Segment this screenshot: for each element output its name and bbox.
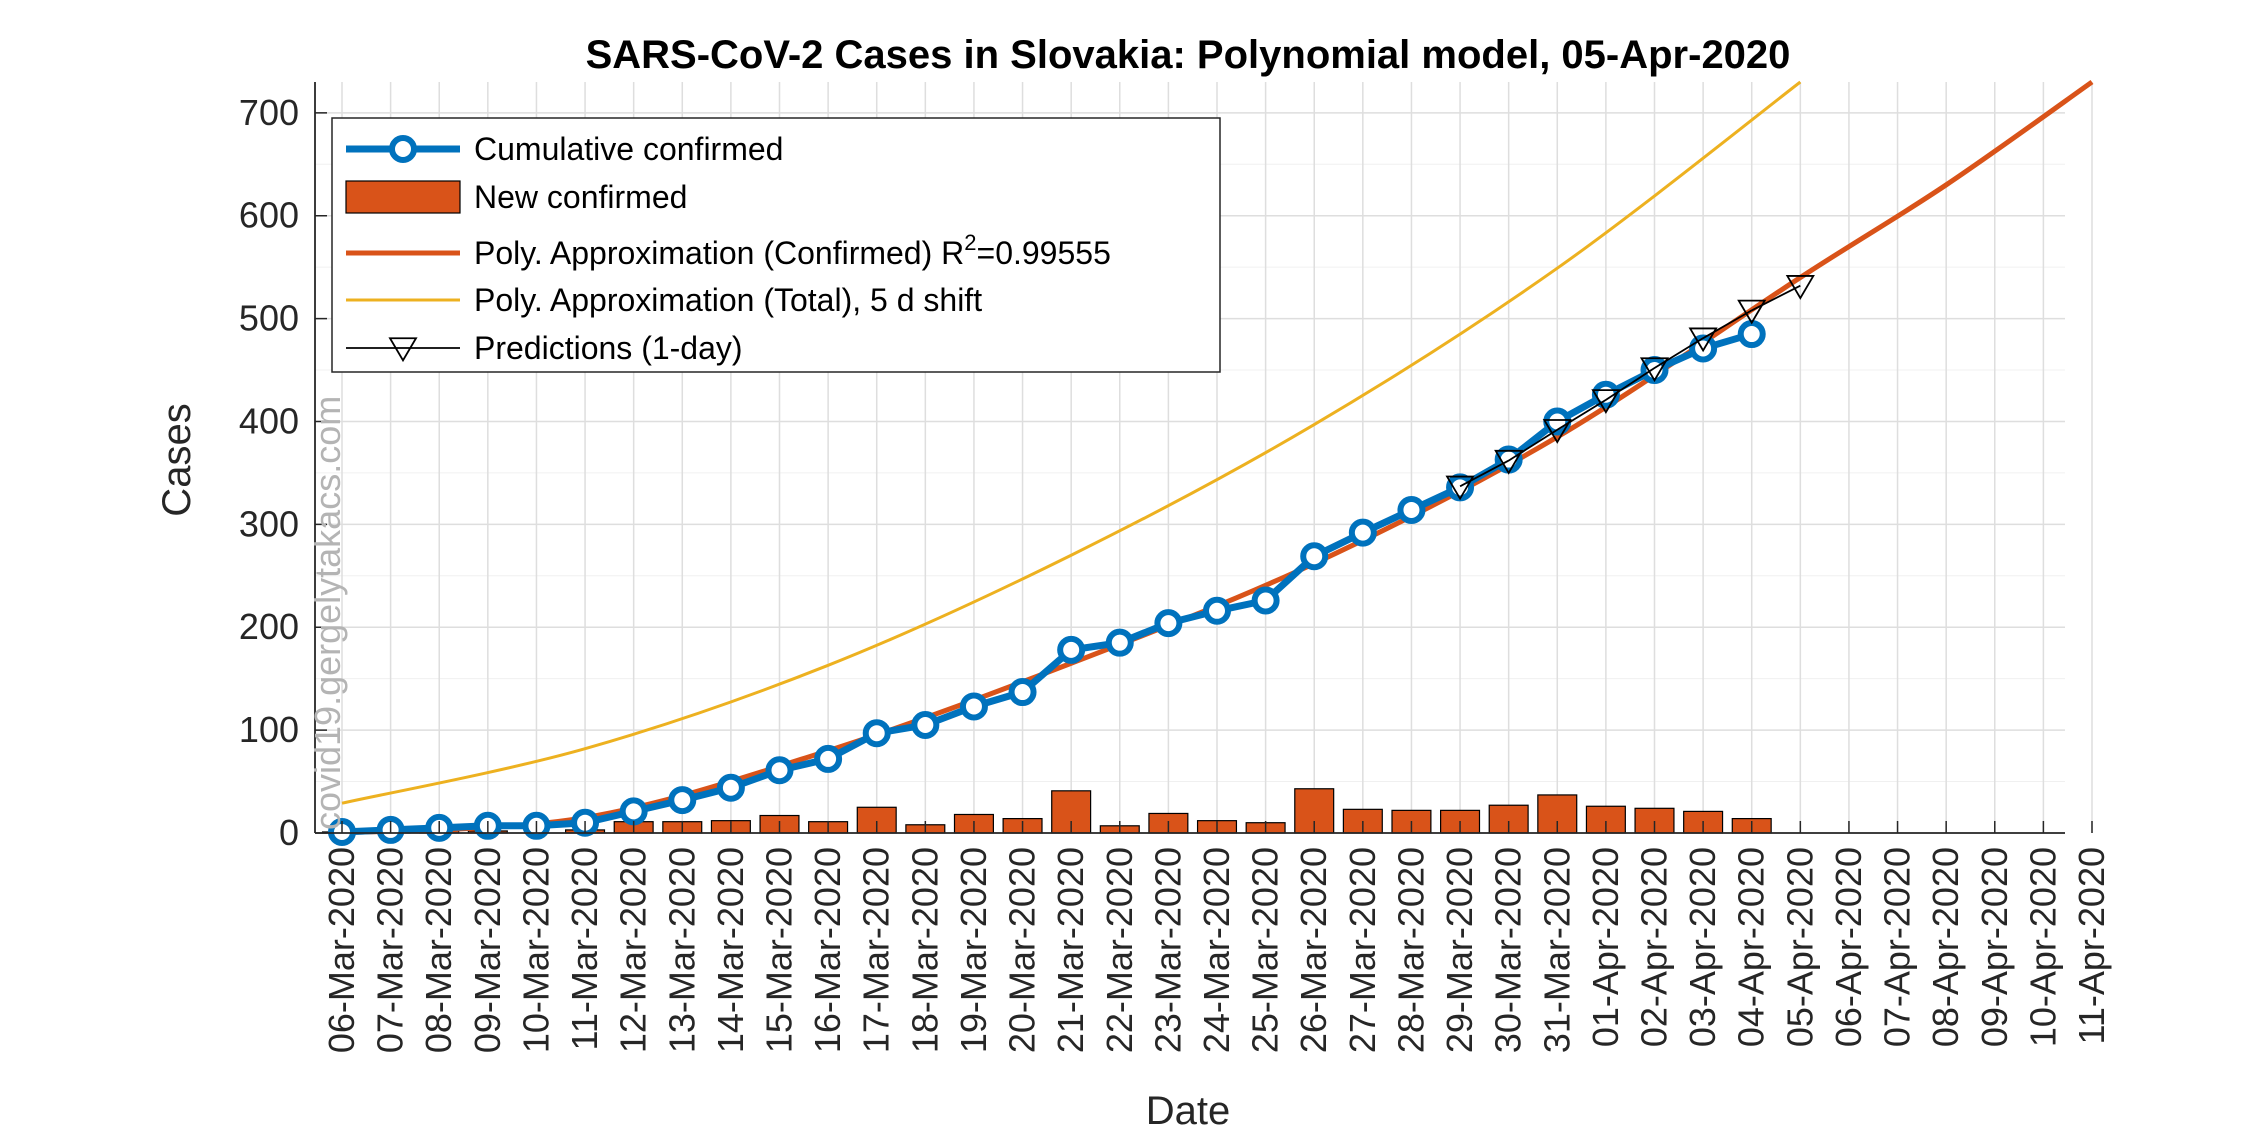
x-tick-label: 09-Mar-2020 xyxy=(467,847,508,1053)
x-tick-label: 02-Apr-2020 xyxy=(1634,847,1675,1047)
x-tick-label: 10-Apr-2020 xyxy=(2022,847,2063,1047)
x-tick-label: 08-Mar-2020 xyxy=(418,847,459,1053)
cumulative-point xyxy=(1397,495,1426,524)
y-tick-label: 500 xyxy=(239,298,299,339)
watermark: covid19.gergelytakacs.com xyxy=(307,396,348,830)
cumulative-point xyxy=(911,710,940,739)
cumulative-point xyxy=(1300,542,1329,571)
x-tick-label: 03-Apr-2020 xyxy=(1682,847,1723,1047)
predictions-line xyxy=(1459,284,1801,488)
x-tick-label: 07-Mar-2020 xyxy=(370,847,411,1053)
bar-new-confirmed xyxy=(1634,807,1675,834)
prediction-point xyxy=(1639,357,1670,383)
legend-entry-label: Predictions (1-day) xyxy=(474,330,743,366)
y-tick-label: 700 xyxy=(239,92,299,133)
x-tick-label: 12-Mar-2020 xyxy=(613,847,654,1053)
cumulative-point xyxy=(1105,628,1134,657)
x-tick-label: 06-Apr-2020 xyxy=(1828,847,1869,1047)
cumulative-point xyxy=(765,756,794,785)
cumulative-point xyxy=(1057,635,1086,664)
total-approximation-curve xyxy=(341,80,1802,805)
predictions-series xyxy=(1445,275,1815,501)
cumulative-point xyxy=(716,773,745,802)
x-tick-label: 13-Mar-2020 xyxy=(661,847,702,1053)
cumulative-point xyxy=(862,719,891,748)
x-tick-label: 15-Mar-2020 xyxy=(759,847,800,1053)
x-tick-label: 25-Mar-2020 xyxy=(1245,847,1286,1053)
x-tick-label: 16-Mar-2020 xyxy=(807,847,848,1053)
cumulative-point xyxy=(1008,678,1037,707)
tick-labels: 0 100 200 300 400 500 600 700 06-Mar-2020 07-Mar-… xyxy=(239,92,2112,1053)
y-tick-label: 400 xyxy=(239,400,299,441)
cumulative-point xyxy=(1689,334,1718,363)
axes xyxy=(314,82,2093,834)
x-tick-label: 17-Mar-2020 xyxy=(856,847,897,1053)
prediction-point xyxy=(1542,419,1572,444)
y-tick-label: 0 xyxy=(279,812,299,853)
legend-entry-label: Poly. Approximation (Confirmed) R2=0.995… xyxy=(474,230,1111,271)
legend-entry-label: New confirmed xyxy=(474,179,687,215)
prediction-point xyxy=(1785,275,1815,300)
x-tick-label: 11-Mar-2020 xyxy=(564,847,605,1050)
x-tick-label: 21-Mar-2020 xyxy=(1050,847,1091,1053)
chart-title: SARS-CoV-2 Cases in Slovakia: Polynomial… xyxy=(586,33,1791,77)
cumulative-point xyxy=(1348,518,1377,547)
legend-box xyxy=(331,117,1221,373)
x-tick-label: 11-Apr-2020 xyxy=(2071,847,2112,1044)
x-tick-label: 24-Mar-2020 xyxy=(1196,847,1237,1053)
prediction-point xyxy=(1445,475,1475,501)
x-tick-label: 22-Mar-2020 xyxy=(1099,847,1140,1053)
cumulative-point xyxy=(959,692,988,721)
x-tick-label: 18-Mar-2020 xyxy=(904,847,945,1053)
x-tick-label: 09-Apr-2020 xyxy=(1974,847,2015,1047)
legend-entry-label: Cumulative confirmed xyxy=(474,131,783,167)
x-tick-label: 23-Mar-2020 xyxy=(1147,847,1188,1053)
x-axis-label: Date xyxy=(1146,1089,1231,1133)
x-tick-label: 28-Mar-2020 xyxy=(1390,847,1431,1053)
x-tick-label: 08-Apr-2020 xyxy=(1925,847,1966,1047)
x-tick-label: 19-Mar-2020 xyxy=(953,847,994,1053)
cumulative-point xyxy=(1251,586,1280,615)
prediction-point xyxy=(1688,327,1718,353)
x-tick-label: 20-Mar-2020 xyxy=(1002,847,1043,1053)
y-tick-label: 100 xyxy=(239,709,299,750)
x-tick-label: 05-Apr-2020 xyxy=(1779,847,1820,1047)
x-tick-label: 27-Mar-2020 xyxy=(1342,847,1383,1053)
cumulative-point xyxy=(1737,320,1766,349)
x-tick-label: 01-Apr-2020 xyxy=(1585,847,1626,1047)
y-tick-label: 300 xyxy=(239,503,299,544)
y-axis-label: Cases xyxy=(155,403,199,516)
x-tick-label: 31-Mar-2020 xyxy=(1536,847,1577,1053)
legend-marker-predictions xyxy=(388,337,418,363)
cumulative-point xyxy=(1203,596,1231,625)
legend-entry-label: Poly. Approximation (Total), 5 d shift xyxy=(474,282,982,318)
prediction-point xyxy=(1737,299,1767,325)
y-tick-label: 200 xyxy=(239,606,299,647)
prediction-point xyxy=(1494,449,1524,475)
legend: Cumulative confirmed New confirmed Poly. A… xyxy=(331,117,1221,373)
y-tick-label: 600 xyxy=(239,195,299,236)
x-tick-label: 29-Mar-2020 xyxy=(1439,847,1480,1053)
prediction-point xyxy=(1591,389,1621,415)
cumulative-point xyxy=(1154,609,1183,638)
cumulative-point xyxy=(668,786,697,815)
x-tick-label: 26-Mar-2020 xyxy=(1293,847,1334,1053)
cumulative-point xyxy=(619,797,648,826)
x-tick-label: 30-Mar-2020 xyxy=(1488,847,1529,1053)
x-tick-label: 06-Mar-2020 xyxy=(321,847,362,1053)
x-tick-label: 04-Apr-2020 xyxy=(1731,847,1772,1047)
legend-swatch-bar xyxy=(345,180,461,214)
x-tick-label: 07-Apr-2020 xyxy=(1877,847,1918,1047)
legend-marker-cumulative xyxy=(389,135,417,163)
cumulative-point xyxy=(814,744,843,773)
x-tick-label: 10-Mar-2020 xyxy=(515,847,556,1053)
x-tick-label: 14-Mar-2020 xyxy=(710,847,751,1053)
